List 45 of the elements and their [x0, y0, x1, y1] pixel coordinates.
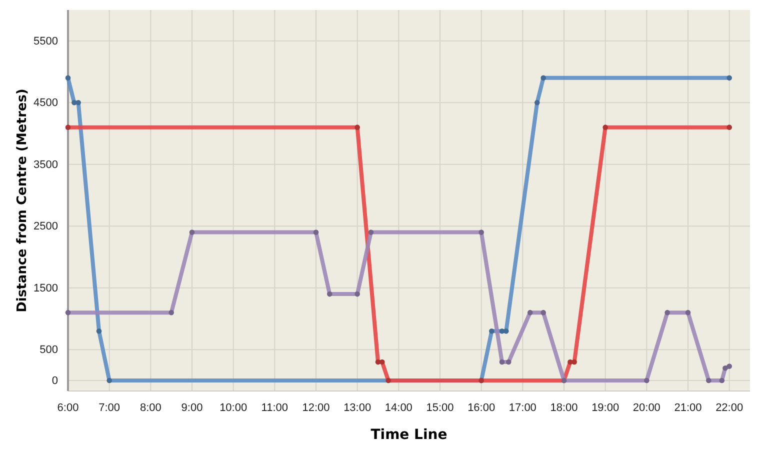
point	[722, 366, 728, 371]
x-tick-label: 21:00	[674, 402, 702, 414]
point	[506, 359, 512, 365]
x-tick-label: 11:00	[261, 402, 288, 414]
x-tick-label: 7:00	[98, 402, 120, 414]
point	[726, 364, 732, 369]
y-axis-title: Distance from Centre (Metres)	[15, 88, 30, 312]
point	[664, 310, 670, 316]
point	[527, 310, 533, 316]
point	[313, 230, 319, 235]
y-tick-label: 3500	[34, 158, 58, 171]
x-tick-label: 10:00	[220, 402, 248, 414]
x-tick-label: 6:00	[57, 402, 79, 414]
x-tick-label: 17:00	[508, 402, 536, 414]
x-tick-label: 19:00	[592, 402, 620, 414]
point	[168, 310, 174, 316]
point	[368, 230, 374, 235]
y-tick-label: 0	[52, 375, 58, 388]
x-tick-label: 13:00	[344, 402, 372, 414]
x-tick-label: 22:00	[716, 402, 744, 414]
point	[326, 291, 332, 297]
point	[706, 378, 712, 384]
y-tick-label: 5500	[34, 35, 58, 48]
y-tick-label: 2500	[34, 220, 58, 233]
point	[540, 310, 546, 316]
point	[685, 310, 691, 316]
point	[478, 230, 484, 235]
x-axis-title: Time Line	[370, 427, 448, 443]
point	[354, 291, 360, 297]
x-tick-label: 15:00	[426, 402, 454, 414]
x-tick-label: 9:00	[181, 402, 203, 414]
x-tick-label: 8:00	[140, 402, 162, 414]
y-tick-label: 1500	[34, 282, 58, 294]
y-tick-label: 500	[40, 344, 58, 356]
point	[719, 378, 725, 384]
point	[65, 310, 71, 316]
x-tick-label: 12:00	[302, 402, 330, 414]
point	[189, 230, 195, 235]
point	[499, 359, 505, 365]
x-tick-label: 16:00	[468, 402, 496, 414]
point	[644, 378, 650, 384]
x-tick-label: 20:00	[632, 402, 660, 414]
x-tick-label: 18:00	[550, 402, 578, 414]
y-tick-label: 4500	[34, 97, 58, 110]
x-tick-label: 14:00	[384, 402, 412, 414]
